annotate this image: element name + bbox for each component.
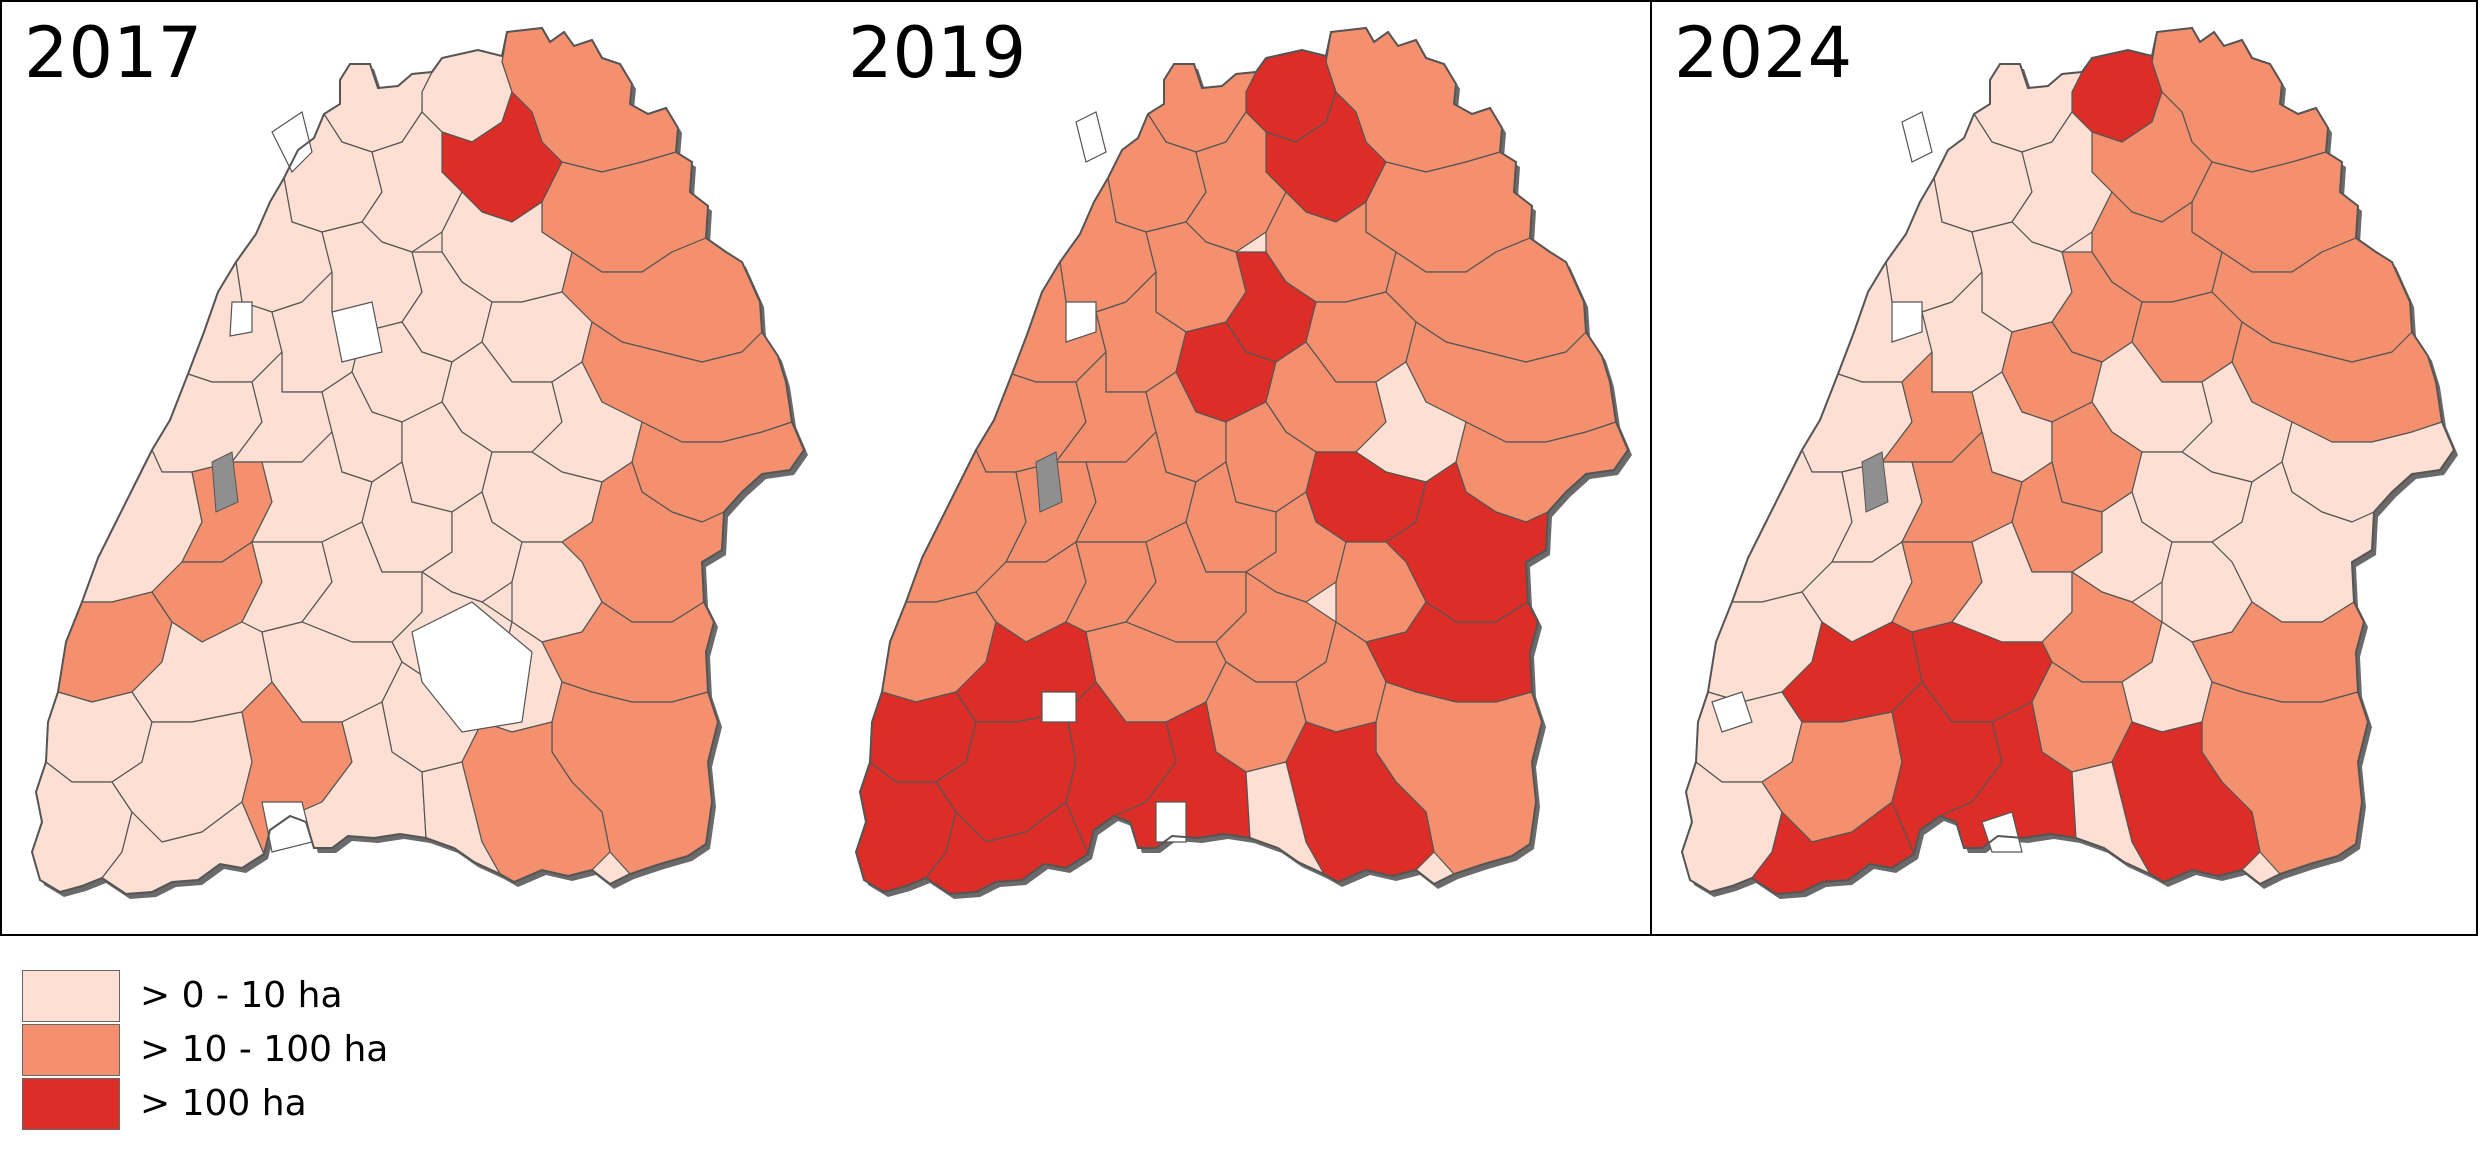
legend-swatch [22, 1078, 120, 1130]
no-data-area [331, 301, 383, 363]
legend-label: > 0 - 10 ha [140, 975, 343, 1016]
panel-year-label: 2019 [848, 12, 1027, 94]
no-data-area [271, 111, 313, 174]
legend-item-high: > 100 ha [22, 1078, 622, 1130]
map-panel-2024: 2024 [1652, 0, 2478, 936]
no-data-area [1155, 801, 1187, 843]
no-data-area [1041, 691, 1077, 723]
panel-year-label: 2017 [24, 12, 203, 94]
district-map-2019 [854, 26, 1632, 899]
panel-year-label: 2024 [1674, 12, 1853, 94]
no-data-area [411, 601, 533, 733]
water-body [1861, 451, 1889, 513]
no-data-area [229, 301, 253, 337]
legend-swatch [22, 970, 120, 1022]
district-centre-9 [1245, 491, 1347, 603]
no-data-area [1065, 301, 1097, 343]
legend-item-medium: > 10 - 100 ha [22, 1024, 622, 1076]
district-centre-9 [421, 491, 523, 603]
water-body [211, 451, 239, 513]
district-map-2024 [1680, 26, 2458, 899]
legend-label: > 10 - 100 ha [140, 1029, 389, 1070]
state-border [854, 26, 1630, 896]
map-panel-2019: 2019 [826, 0, 1652, 936]
district-centre-9 [2071, 491, 2173, 603]
legend-item-low: > 0 - 10 ha [22, 970, 622, 1022]
no-data-area [1711, 691, 1753, 733]
map-panel-2017: 2017 [0, 0, 828, 936]
state-border [30, 26, 806, 896]
no-data-area [1901, 111, 1933, 163]
legend-label: > 100 ha [140, 1083, 307, 1124]
legend-swatch [22, 1024, 120, 1076]
no-data-area [1075, 111, 1107, 163]
no-data-area [1891, 301, 1923, 343]
map-panels: 2017 2019 2024 [0, 0, 2478, 936]
water-body [1035, 451, 1063, 513]
district-map-2017 [30, 26, 808, 899]
state-border [1680, 26, 2456, 896]
